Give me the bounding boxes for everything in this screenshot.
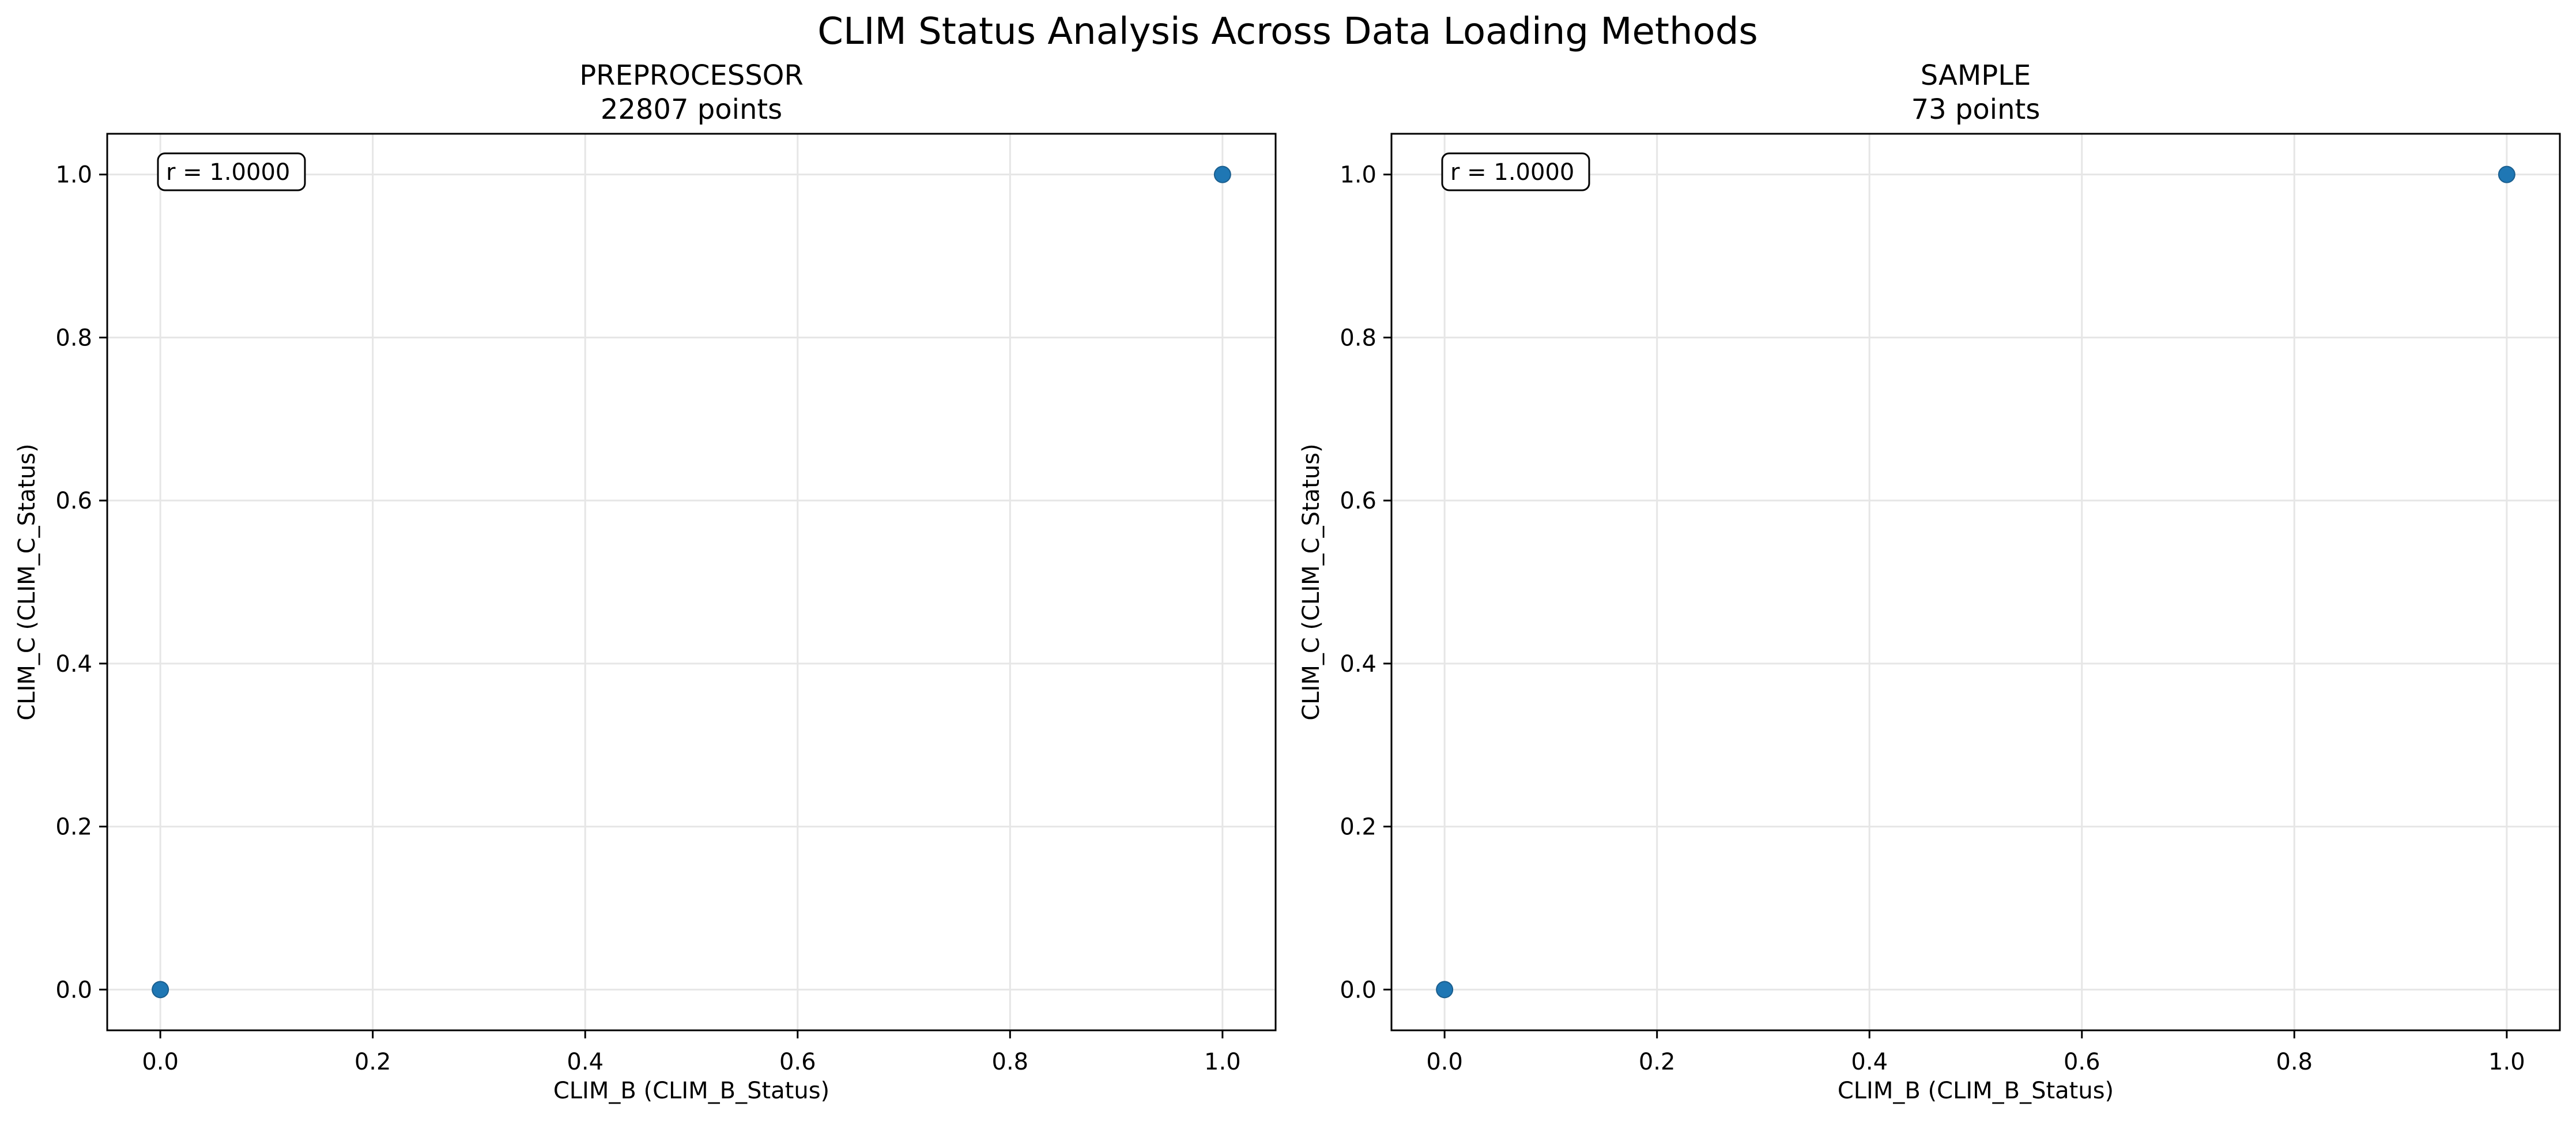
x-tick-label: 0.6 xyxy=(779,1049,816,1075)
y-axis-label: CLIM_C (CLIM_C_Status) xyxy=(1298,443,1325,720)
y-tick-label: 1.0 xyxy=(1340,162,1376,189)
y-tick-label: 0.8 xyxy=(55,325,92,351)
x-tick-label: 1.0 xyxy=(1204,1049,1241,1075)
x-axis-label: CLIM_B (CLIM_B_Status) xyxy=(1838,1078,2114,1104)
figure-suptitle: CLIM Status Analysis Across Data Loading… xyxy=(817,10,1757,53)
x-tick-label: 0.6 xyxy=(2064,1049,2100,1075)
y-tick-label: 0.6 xyxy=(1340,488,1376,514)
data-point xyxy=(152,981,169,999)
correlation-box xyxy=(1441,152,1590,191)
data-point xyxy=(2498,165,2515,183)
y-tick-label: 0.4 xyxy=(1340,651,1376,677)
correlation-annotation: r = 1.0000 xyxy=(166,159,290,186)
x-tick-label: 0.4 xyxy=(567,1049,604,1075)
y-tick-label: 0.0 xyxy=(1340,977,1376,1003)
x-tick-label: 0.2 xyxy=(354,1049,391,1075)
x-tick-label: 0.8 xyxy=(2276,1049,2313,1075)
x-tick-label: 0.0 xyxy=(142,1049,179,1075)
data-point xyxy=(1436,981,1454,999)
y-tick-label: 0.2 xyxy=(1340,814,1376,841)
y-tick-label: 0.2 xyxy=(55,814,92,841)
axes-frame xyxy=(106,133,1277,1031)
y-tick-label: 0.6 xyxy=(55,488,92,514)
panel-subtitle: 73 points xyxy=(1911,93,2041,126)
panel-title: PREPROCESSOR xyxy=(579,59,804,92)
correlation-annotation: r = 1.0000 xyxy=(1450,159,1574,186)
scatter-panel-preprocessor: 0.0 0.2 0.4 0.6 0.8 1.0 0.0 0.2 0.4 0.6 0.8 1.0 r = … xyxy=(14,59,1277,1104)
x-tick-label: 0.8 xyxy=(992,1049,1029,1075)
x-tick-label: 0.0 xyxy=(1426,1049,1463,1075)
correlation-box xyxy=(157,152,306,191)
y-tick-label: 1.0 xyxy=(55,162,92,189)
x-tick-label: 0.4 xyxy=(1851,1049,1888,1075)
y-tick-label: 0.8 xyxy=(1340,325,1376,351)
scatter-panel-sample: 0.0 0.2 0.4 0.6 0.8 1.0 0.0 0.2 0.4 0.6 0.8 1.0 r = … xyxy=(1298,59,2561,1104)
y-tick-label: 0.4 xyxy=(55,651,92,677)
axes-frame xyxy=(1390,133,2561,1031)
panel-subtitle: 22807 points xyxy=(601,93,782,126)
x-axis-label: CLIM_B (CLIM_B_Status) xyxy=(553,1078,829,1104)
y-axis-label: CLIM_C (CLIM_C_Status) xyxy=(14,443,40,720)
panel-title: SAMPLE xyxy=(1921,59,2031,92)
data-point xyxy=(1213,165,1231,183)
x-tick-label: 0.2 xyxy=(1639,1049,1676,1075)
x-tick-label: 1.0 xyxy=(2488,1049,2525,1075)
y-tick-label: 0.0 xyxy=(55,977,92,1003)
